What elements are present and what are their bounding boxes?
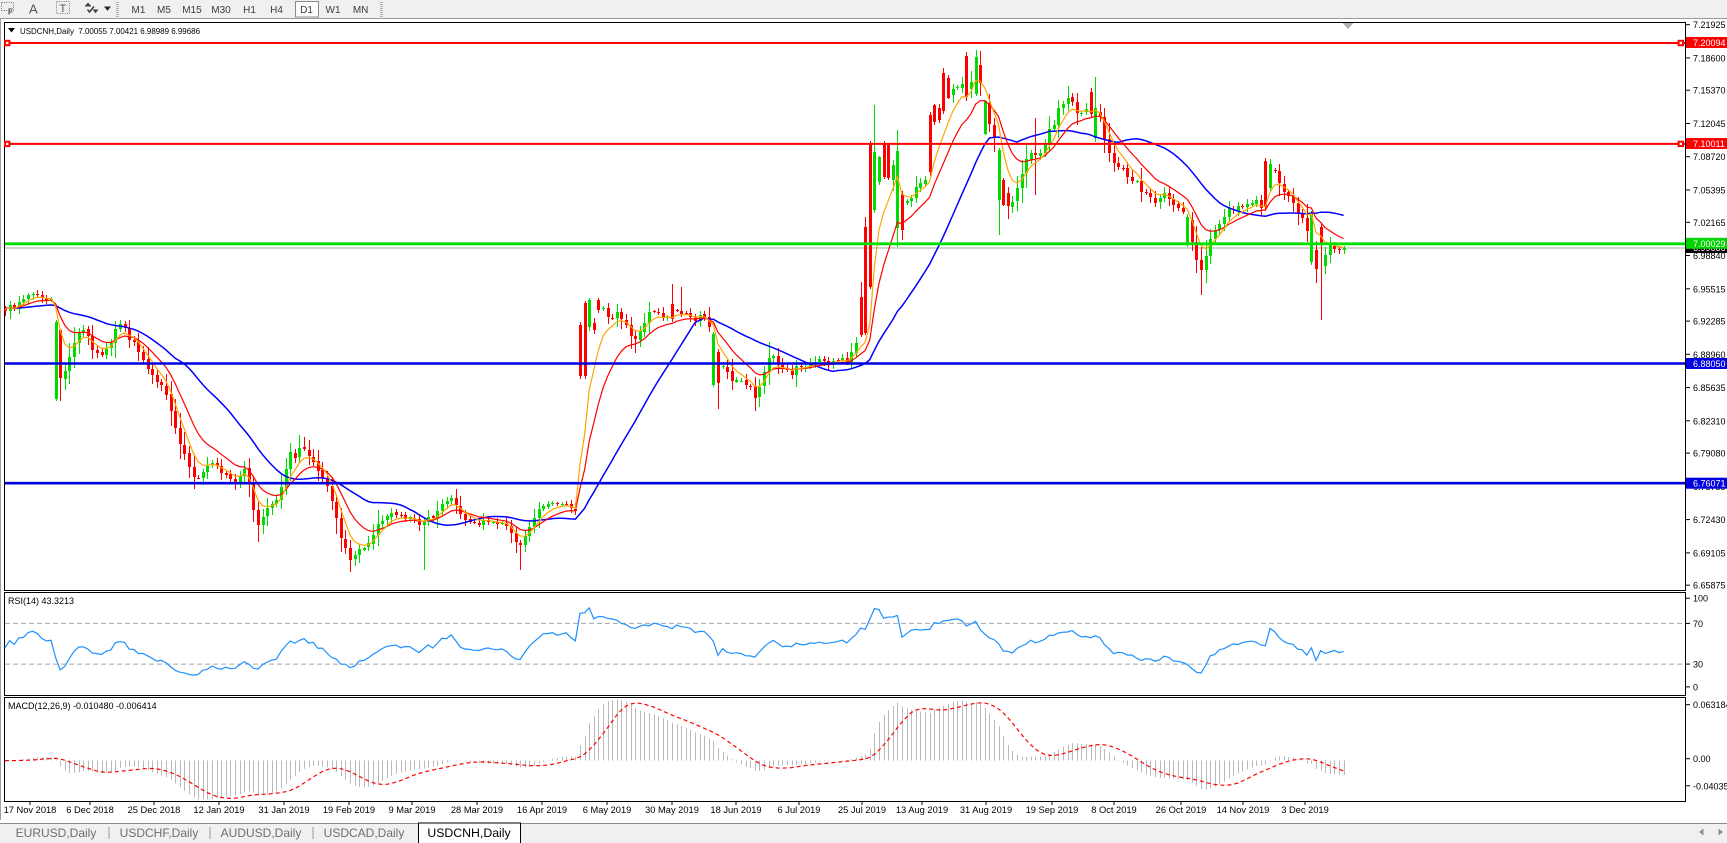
- svg-text:26 Oct 2019: 26 Oct 2019: [1156, 805, 1207, 815]
- svg-text:14 Nov 2019: 14 Nov 2019: [1217, 805, 1270, 815]
- svg-text:MACD(12,26,9) -0.010480 -0.006: MACD(12,26,9) -0.010480 -0.006414: [8, 701, 157, 711]
- svg-text:6.98840: 6.98840: [1693, 251, 1726, 261]
- svg-text:6.79080: 6.79080: [1693, 449, 1726, 459]
- svg-text:31 Jan 2019: 31 Jan 2019: [258, 805, 309, 815]
- svg-text:3 Dec 2019: 3 Dec 2019: [1281, 805, 1329, 815]
- svg-text:6.72430: 6.72430: [1693, 515, 1726, 525]
- svg-text:6.65875: 6.65875: [1693, 581, 1726, 591]
- svg-text:7.21925: 7.21925: [1693, 20, 1726, 30]
- svg-text:6.82310: 6.82310: [1693, 416, 1726, 426]
- svg-text:EURUSD,Daily: EURUSD,Daily: [16, 826, 97, 840]
- svg-text:25 Jul 2019: 25 Jul 2019: [838, 805, 886, 815]
- svg-text:7.00029: 7.00029: [1693, 239, 1726, 249]
- svg-text:W1: W1: [326, 5, 341, 16]
- svg-text:USDCAD,Daily: USDCAD,Daily: [324, 826, 405, 840]
- svg-text:70: 70: [1693, 619, 1703, 629]
- svg-text:7.15370: 7.15370: [1693, 86, 1726, 96]
- svg-text:30: 30: [1693, 660, 1703, 670]
- svg-text:28 Mar 2019: 28 Mar 2019: [451, 805, 503, 815]
- svg-text:M15: M15: [182, 5, 202, 16]
- svg-text:AUDUSD,Daily: AUDUSD,Daily: [221, 826, 302, 840]
- svg-text:H4: H4: [270, 5, 283, 16]
- svg-text:6.95515: 6.95515: [1693, 284, 1726, 294]
- svg-text:T: T: [60, 3, 67, 15]
- svg-text:0.063184: 0.063184: [1693, 700, 1727, 710]
- svg-text:7.10011: 7.10011: [1693, 139, 1725, 149]
- svg-text:9 Mar 2019: 9 Mar 2019: [388, 805, 435, 815]
- svg-text:7.18600: 7.18600: [1693, 53, 1726, 63]
- svg-text:MN: MN: [353, 5, 369, 16]
- svg-text:8 Oct 2019: 8 Oct 2019: [1091, 805, 1136, 815]
- svg-text:6.69105: 6.69105: [1693, 548, 1726, 558]
- svg-text:25 Dec 2018: 25 Dec 2018: [128, 805, 181, 815]
- svg-text:7.05395: 7.05395: [1693, 186, 1726, 196]
- svg-text:7.02165: 7.02165: [1693, 218, 1726, 228]
- svg-text:F: F: [8, 8, 13, 17]
- svg-text:USDCNH,Daily 7.00055 7.00421: USDCNH,Daily 7.00055 7.00421 6.98989 6.9…: [20, 26, 200, 36]
- svg-text:USDCHF,Daily: USDCHF,Daily: [120, 826, 199, 840]
- svg-text:6 May 2019: 6 May 2019: [583, 805, 632, 815]
- svg-text:D1: D1: [300, 5, 313, 16]
- svg-text:6.76071: 6.76071: [1693, 479, 1726, 489]
- svg-text:-0.040355: -0.040355: [1693, 781, 1727, 791]
- svg-text:USDCNH,Daily: USDCNH,Daily: [427, 826, 511, 840]
- svg-text:6.88960: 6.88960: [1693, 350, 1726, 360]
- svg-text:6 Dec 2018: 6 Dec 2018: [66, 805, 114, 815]
- svg-text:19 Feb 2019: 19 Feb 2019: [323, 805, 375, 815]
- svg-text:17 Nov 2018: 17 Nov 2018: [4, 805, 57, 815]
- svg-text:16 Apr 2019: 16 Apr 2019: [517, 805, 567, 815]
- svg-text:100: 100: [1693, 594, 1708, 604]
- svg-text:7.12045: 7.12045: [1693, 119, 1726, 129]
- svg-text:6.85635: 6.85635: [1693, 383, 1726, 393]
- svg-text:M30: M30: [211, 5, 231, 16]
- svg-text:A: A: [29, 2, 38, 17]
- svg-text:6.88050: 6.88050: [1693, 359, 1726, 369]
- svg-text:0: 0: [1693, 682, 1698, 692]
- svg-text:13 Aug 2019: 13 Aug 2019: [896, 805, 948, 815]
- svg-text:0.00: 0.00: [1693, 754, 1711, 764]
- svg-text:31 Aug 2019: 31 Aug 2019: [960, 805, 1012, 815]
- svg-text:7.08720: 7.08720: [1693, 152, 1726, 162]
- svg-text:M1: M1: [132, 5, 146, 16]
- svg-text:6.92285: 6.92285: [1693, 317, 1726, 327]
- svg-text:30 May 2019: 30 May 2019: [645, 805, 699, 815]
- svg-text:18 Jun 2019: 18 Jun 2019: [710, 805, 761, 815]
- svg-text:12 Jan 2019: 12 Jan 2019: [193, 805, 244, 815]
- svg-text:7.20094: 7.20094: [1693, 38, 1726, 48]
- svg-text:RSI(14) 43.3213: RSI(14) 43.3213: [8, 596, 74, 606]
- svg-text:M5: M5: [157, 5, 171, 16]
- svg-text:19 Sep 2019: 19 Sep 2019: [1026, 805, 1079, 815]
- svg-text:6 Jul 2019: 6 Jul 2019: [778, 805, 821, 815]
- svg-text:H1: H1: [243, 5, 256, 16]
